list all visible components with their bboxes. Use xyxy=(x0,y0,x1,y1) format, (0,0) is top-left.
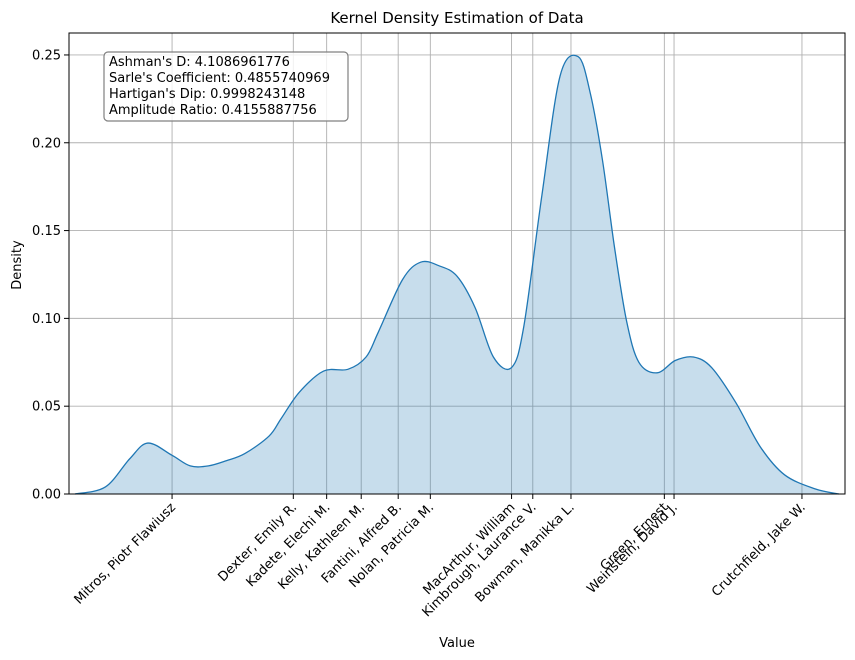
stat-sarles-coefficient: Sarle's Coefficient: 0.4855740969 xyxy=(109,71,330,86)
area-layer xyxy=(74,54,840,495)
y-tick-layer: 0.00 0.05 0.10 0.15 0.20 0.25 xyxy=(32,48,61,502)
stat-amplitude-ratio: Amplitude Ratio: 0.4155887756 xyxy=(109,103,317,118)
y-tick-label: 0.00 xyxy=(32,488,61,503)
y-tick-label: 0.05 xyxy=(32,400,61,415)
x-axis-title: Value xyxy=(439,636,475,651)
x-tick-label: Crutchfield, Jake W. xyxy=(709,500,809,600)
x-tick-label: Weinstein, David J. xyxy=(584,500,681,597)
stat-hartigans-dip: Hartigan's Dip: 0.9998243148 xyxy=(109,87,305,102)
x-tick-label: Mitros, Piotr Flawiusz xyxy=(72,500,179,607)
axes-layer xyxy=(64,32,846,499)
stat-ashmans-d: Ashman's D: 4.1086961776 xyxy=(109,55,290,70)
plot-frame xyxy=(68,32,846,495)
y-tick-label: 0.25 xyxy=(32,48,61,63)
y-axis-title: Density xyxy=(10,240,25,290)
x-tick-layer: Mitros, Piotr Flawiusz Dexter, Emily R.Ka… xyxy=(72,500,809,620)
y-tick-label: 0.15 xyxy=(32,224,61,239)
stats-annotation-box: Ashman's D: 4.1086961776 Sarle's Coeffic… xyxy=(103,51,349,122)
stats-box-frame xyxy=(103,51,349,122)
chart-title: Kernel Density Estimation of Data xyxy=(330,9,583,27)
kde-fill-area xyxy=(75,55,839,495)
y-tick-label: 0.20 xyxy=(32,136,61,151)
kde-curve-line xyxy=(74,54,840,495)
y-tick-label: 0.10 xyxy=(32,312,61,327)
